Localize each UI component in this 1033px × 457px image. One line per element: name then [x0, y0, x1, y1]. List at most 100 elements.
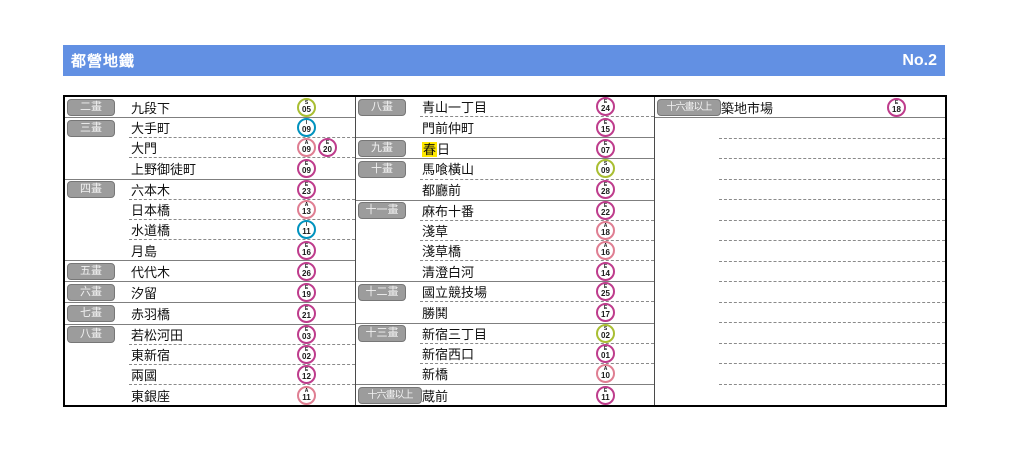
line-station-number-badge: E 01 [596, 343, 615, 363]
table-row [655, 159, 945, 180]
row-content [719, 221, 945, 242]
line-letter: E [304, 326, 309, 333]
line-badge-cell: E 02 [297, 344, 355, 364]
line-badge-cell: A 13 [297, 199, 355, 219]
line-letter: E [304, 181, 309, 188]
line-station-number-badge: E 28 [596, 180, 615, 200]
line-station-number-badge: A 18 [596, 220, 615, 240]
stroke-count-cell [655, 221, 719, 241]
line-letter: A [603, 366, 608, 373]
line-letter: A [603, 243, 608, 250]
table-column-1: 二畫 九段下 S 05 三畫 大手町 I 09 大門 A 09 E 20 上野御徒町 E 09 四畫 六本木 E 23… [65, 97, 355, 405]
line-letter: E [603, 99, 608, 106]
station-number: 26 [302, 268, 311, 278]
table-row [655, 262, 945, 283]
station-name: 新宿三丁目 [422, 326, 488, 342]
stroke-count-cell [65, 365, 129, 385]
station-number: 20 [323, 145, 332, 155]
table-column-2: 八畫 青山一丁目 E 24 門前仲町 E 15 九畫 春日 E 07 十畫 馬喰橫山 S 09 都廳前 E 28 十… [355, 97, 655, 405]
station-number: 24 [601, 104, 610, 114]
table-row [655, 282, 945, 303]
table-row: 五畫 代代木 E 26 [65, 261, 355, 283]
stroke-count-cell: 十六畫以上 [356, 385, 422, 405]
stroke-count-cell [655, 180, 719, 200]
line-station-number-badge: A 11 [297, 385, 316, 405]
table-row: 十畫 馬喰橫山 S 09 [356, 159, 654, 180]
table-row [655, 118, 945, 139]
line-badge-cell: E 22 [596, 200, 654, 220]
line-station-number-badge: E 11 [596, 385, 615, 405]
line-letter: A [603, 222, 608, 229]
line-station-number-badge: E 09 [297, 158, 316, 178]
stroke-count-cell: 八畫 [65, 325, 129, 345]
stroke-count-cell: 九畫 [356, 138, 420, 158]
stroke-count-badge: 十二畫 [358, 283, 406, 301]
row-content [719, 159, 945, 180]
table-row: 月島 E 16 [65, 240, 355, 262]
line-badge-cell: S 02 [596, 323, 654, 343]
line-badge-cell: E 17 [596, 302, 654, 322]
highlighted-character: 春 [422, 141, 438, 157]
station-name: 春日 [422, 141, 451, 157]
stroke-count-cell [655, 323, 719, 343]
line-letter: S [603, 325, 608, 332]
line-station-number-badge: E 23 [297, 179, 316, 199]
stroke-count-cell [655, 303, 719, 323]
station-name: 月島 [131, 243, 158, 259]
line-letter: E [603, 345, 608, 352]
row-content [719, 282, 945, 303]
table-row: 東銀座 A 11 [65, 385, 355, 405]
stroke-count-cell [655, 364, 719, 384]
station-name: 兩國 [131, 367, 158, 383]
stroke-count-badge: 五畫 [67, 262, 115, 280]
stroke-count-cell: 八畫 [356, 97, 420, 117]
table-row: 三畫 大手町 I 09 [65, 118, 355, 139]
table-row: 四畫 六本木 E 23 [65, 179, 355, 200]
line-station-number-badge: E 17 [596, 302, 615, 322]
line-badge-cell: E 26 [297, 261, 355, 281]
stroke-count-cell: 十一畫 [356, 201, 420, 221]
row-content: 上野御徒町 E 09 [129, 158, 355, 178]
station-name: 新橋 [422, 367, 449, 383]
line-badge-cell: S 05 [297, 97, 355, 117]
stroke-count-cell: 十二畫 [356, 282, 420, 302]
line-letter: E [603, 119, 608, 126]
table-row [655, 200, 945, 221]
row-content: 月島 E 16 [129, 240, 355, 260]
table-row: 七畫 赤羽橋 E 21 [65, 303, 355, 325]
station-name: 國立競技場 [422, 285, 488, 301]
table-row: 都廳前 E 28 [356, 180, 654, 201]
row-content: 青山一丁目 E 24 [420, 97, 654, 118]
line-station-number-badge: A 10 [596, 364, 615, 384]
stroke-count-cell [65, 158, 129, 178]
station-number: 16 [302, 247, 311, 257]
table-row: 大門 A 09 E 20 [65, 138, 355, 159]
station-name: 都廳前 [422, 183, 462, 199]
row-content: 新宿西口 E 01 [420, 343, 654, 364]
stroke-count-cell [655, 118, 719, 138]
row-content: 蔵前 E 11 [420, 385, 654, 405]
stroke-count-cell [356, 344, 420, 364]
line-badge-cell: A 16 [596, 241, 654, 261]
stroke-count-cell [65, 138, 129, 158]
row-content [719, 262, 945, 283]
station-name: 日本橋 [131, 202, 171, 218]
line-badge-cell: E 03 [297, 324, 355, 344]
stroke-count-cell: 十三畫 [356, 324, 420, 344]
stroke-count-cell [65, 200, 129, 220]
line-badge-cell: E 23 [297, 179, 355, 199]
station-number: 18 [892, 104, 901, 114]
line-letter: A [304, 387, 309, 394]
station-number: 01 [601, 350, 610, 360]
row-content: 築地市場 E 18 [719, 97, 945, 117]
line-station-number-badge: A 09 [297, 138, 316, 158]
table-row: 十一畫 麻布十番 E 22 [356, 200, 654, 221]
table-row: 上野御徒町 E 09 [65, 158, 355, 180]
line-station-number-badge: E 02 [297, 344, 316, 364]
row-content: 都廳前 E 28 [420, 180, 654, 200]
stroke-count-cell [655, 282, 719, 302]
row-content: 若松河田 E 03 [129, 324, 355, 345]
table-row: 淺草 A 18 [356, 220, 654, 241]
line-letter: A [304, 140, 309, 147]
stroke-count-cell [65, 240, 129, 260]
